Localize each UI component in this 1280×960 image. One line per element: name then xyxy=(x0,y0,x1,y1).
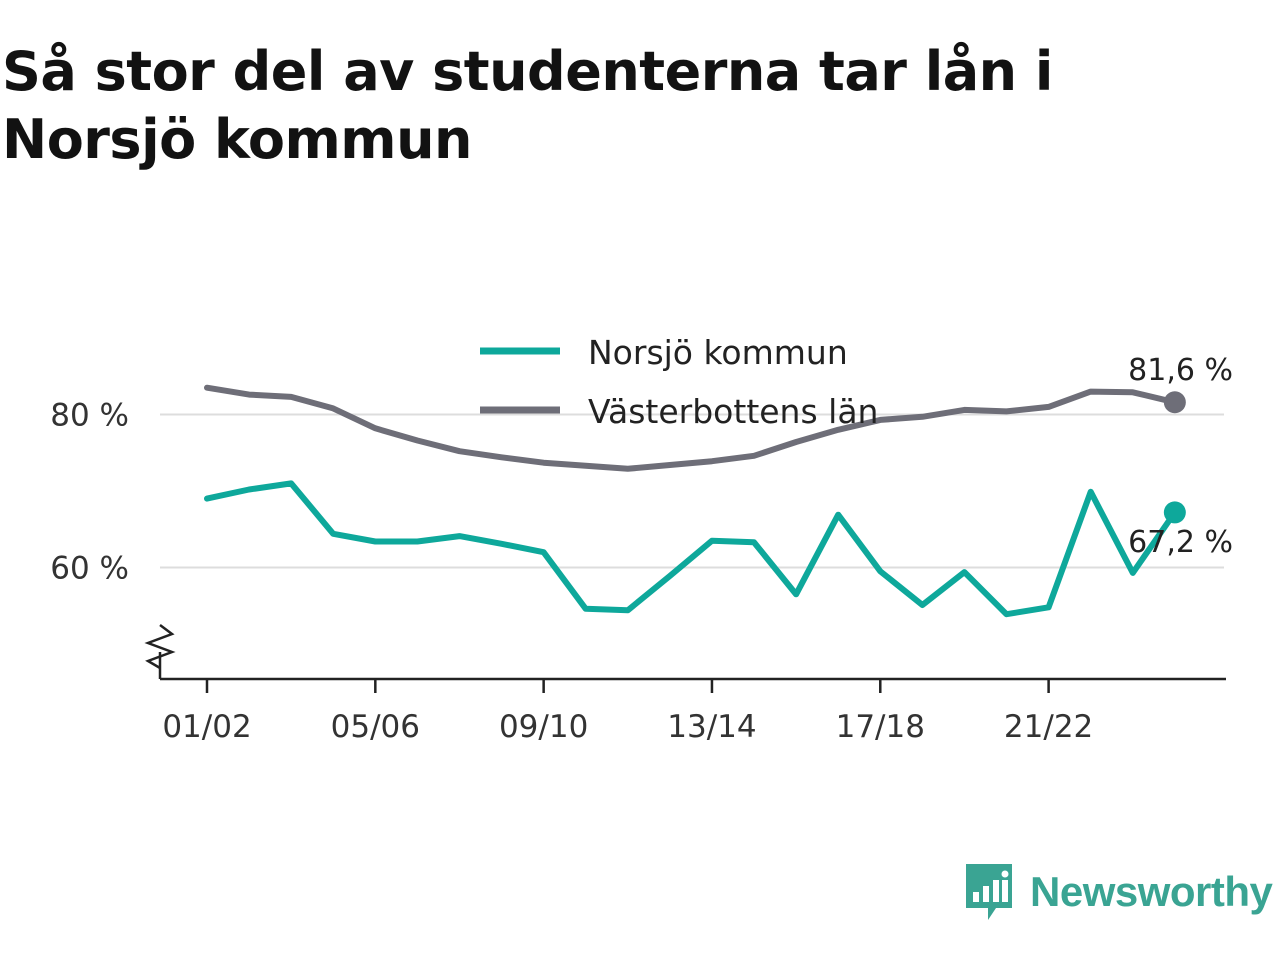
x-tick-label: 01/02 xyxy=(162,709,251,745)
newsworthy-logo-icon xyxy=(966,864,1012,920)
series-line-vasterbotten xyxy=(204,384,1178,472)
y-tick-label: 80 % xyxy=(50,398,129,434)
axes xyxy=(144,624,1226,681)
end-point-vasterbotten xyxy=(1163,391,1186,414)
legend-label-norsjo: Norsjö kommun xyxy=(588,333,848,372)
series-lines xyxy=(204,384,1186,618)
series-line-norsjo xyxy=(204,480,1178,618)
legend: Norsjö kommun Västerbottens län xyxy=(480,333,878,431)
x-tick-label: 21/22 xyxy=(1004,709,1093,745)
x-tick-label: 17/18 xyxy=(836,709,925,745)
end-labels: 81,6 % 67,2 % xyxy=(1128,353,1233,560)
x-tick-label: 09/10 xyxy=(499,709,588,745)
end-label-norsjo: 67,2 % xyxy=(1128,525,1233,560)
y-axis-labels: 60 % 80 % xyxy=(50,398,129,587)
x-tick-label: 05/06 xyxy=(331,709,420,745)
end-label-vasterbotten: 81,6 % xyxy=(1128,353,1233,388)
y-axis-break-mark xyxy=(144,624,176,670)
chart-title: Så stor del av studenterna tar lån i Nor… xyxy=(2,40,1053,171)
end-point-norsjo xyxy=(1163,501,1186,524)
newsworthy-logo: Newsworthy xyxy=(964,862,1273,922)
brand-name: Newsworthy xyxy=(1030,868,1273,915)
y-tick-label: 60 % xyxy=(50,551,129,587)
x-tick-label: 13/14 xyxy=(667,709,756,745)
x-axis-ticks: 01/02 05/06 09/10 13/14 17/18 21/22 xyxy=(162,679,1093,745)
grid-lines xyxy=(160,413,1224,569)
legend-label-vasterbotten: Västerbottens län xyxy=(588,392,878,431)
